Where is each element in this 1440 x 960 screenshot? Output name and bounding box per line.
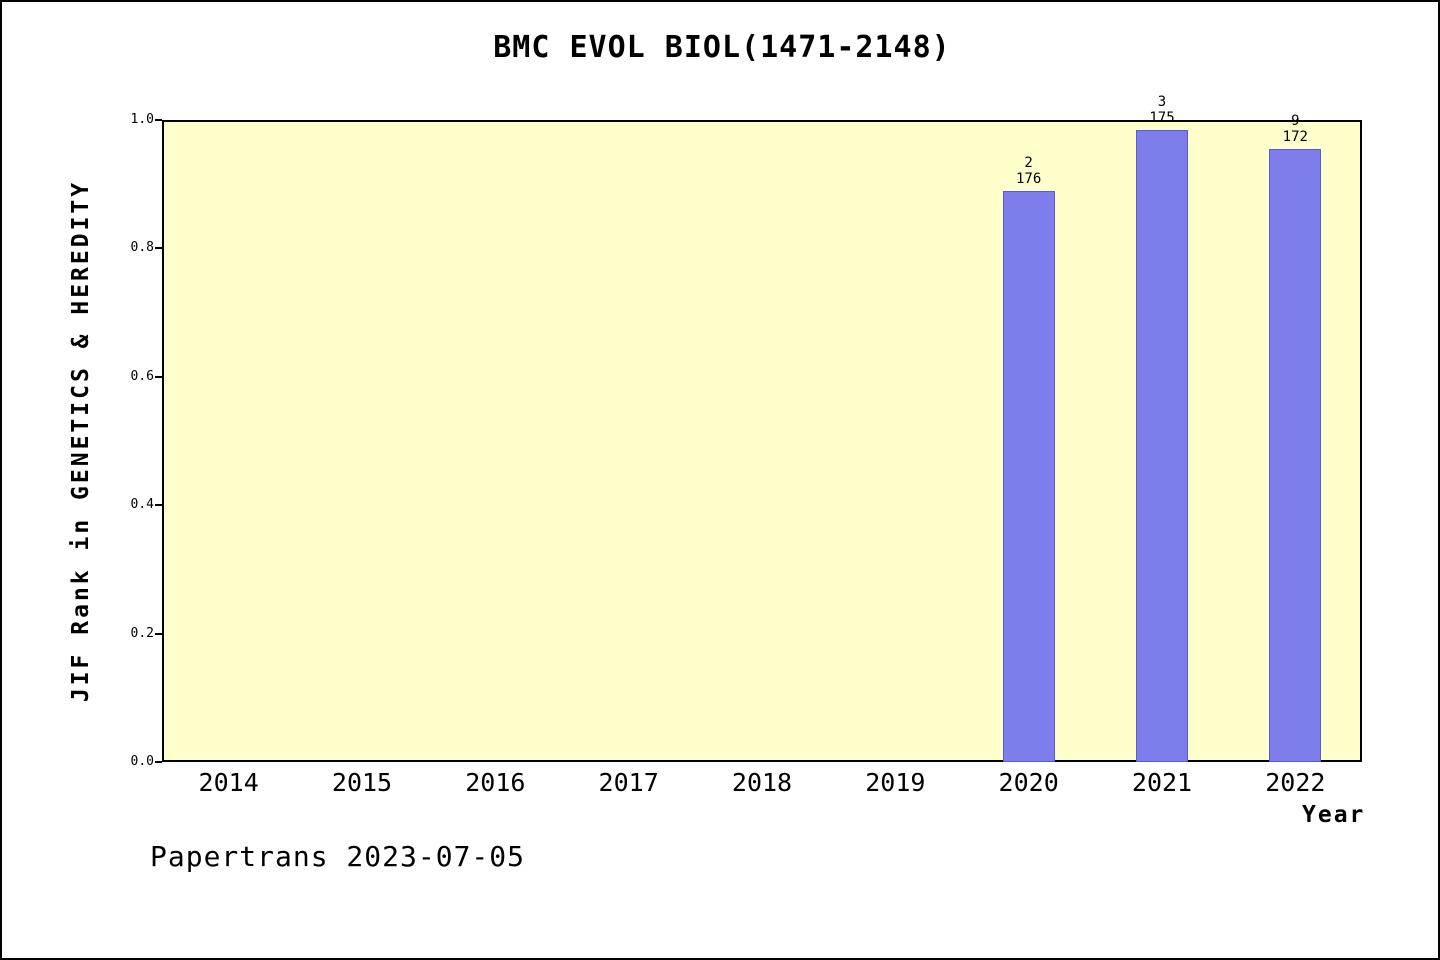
xtick-label-2014: 2014	[198, 768, 259, 797]
ytick-label: 0.2	[130, 625, 154, 641]
xtick-label-2017: 2017	[598, 768, 659, 797]
ytick-mark	[155, 761, 162, 763]
ytick-label: 0.8	[130, 240, 154, 256]
x-axis-label: Year	[1302, 802, 1366, 828]
xtick-label-2015: 2015	[331, 768, 393, 797]
bar-2021	[1136, 129, 1188, 762]
bar-2020	[1002, 190, 1055, 762]
ytick-mark	[155, 632, 162, 635]
bar-value-label-2020: 2 176	[1016, 154, 1042, 187]
xtick-label-2021: 2021	[1131, 768, 1193, 797]
xtick-label-2018: 2018	[731, 768, 793, 797]
y-axis-label: JIF Rank in GENETICS & HEREDITY	[64, 120, 98, 762]
xtick-label-2022: 2022	[1265, 768, 1326, 797]
ytick-label: 0.6	[130, 368, 154, 384]
y-axis-label-text: JIF Rank in GENETICS & HEREDITY	[68, 179, 95, 703]
ytick-mark	[155, 504, 162, 507]
bar-value-label-2021: 3 175	[1149, 93, 1175, 126]
ytick-label: 0.0	[130, 754, 154, 769]
ytick-label: 0.4	[130, 497, 154, 513]
xtick-label-2016: 2016	[465, 768, 526, 797]
ytick-mark	[155, 247, 162, 250]
ytick-mark	[155, 119, 162, 121]
chart-title: BMC EVOL BIOL(1471-2148)	[493, 30, 951, 65]
footer-watermark: Papertrans 2023-07-05	[150, 840, 526, 873]
ytick-label: 1.0	[130, 112, 154, 127]
bar-2022	[1269, 148, 1322, 762]
bar-value-label-2022: 9 172	[1282, 112, 1308, 145]
ytick-mark	[155, 375, 162, 378]
xtick-label-2019: 2019	[865, 768, 926, 797]
xtick-label-2020: 2020	[998, 768, 1059, 797]
